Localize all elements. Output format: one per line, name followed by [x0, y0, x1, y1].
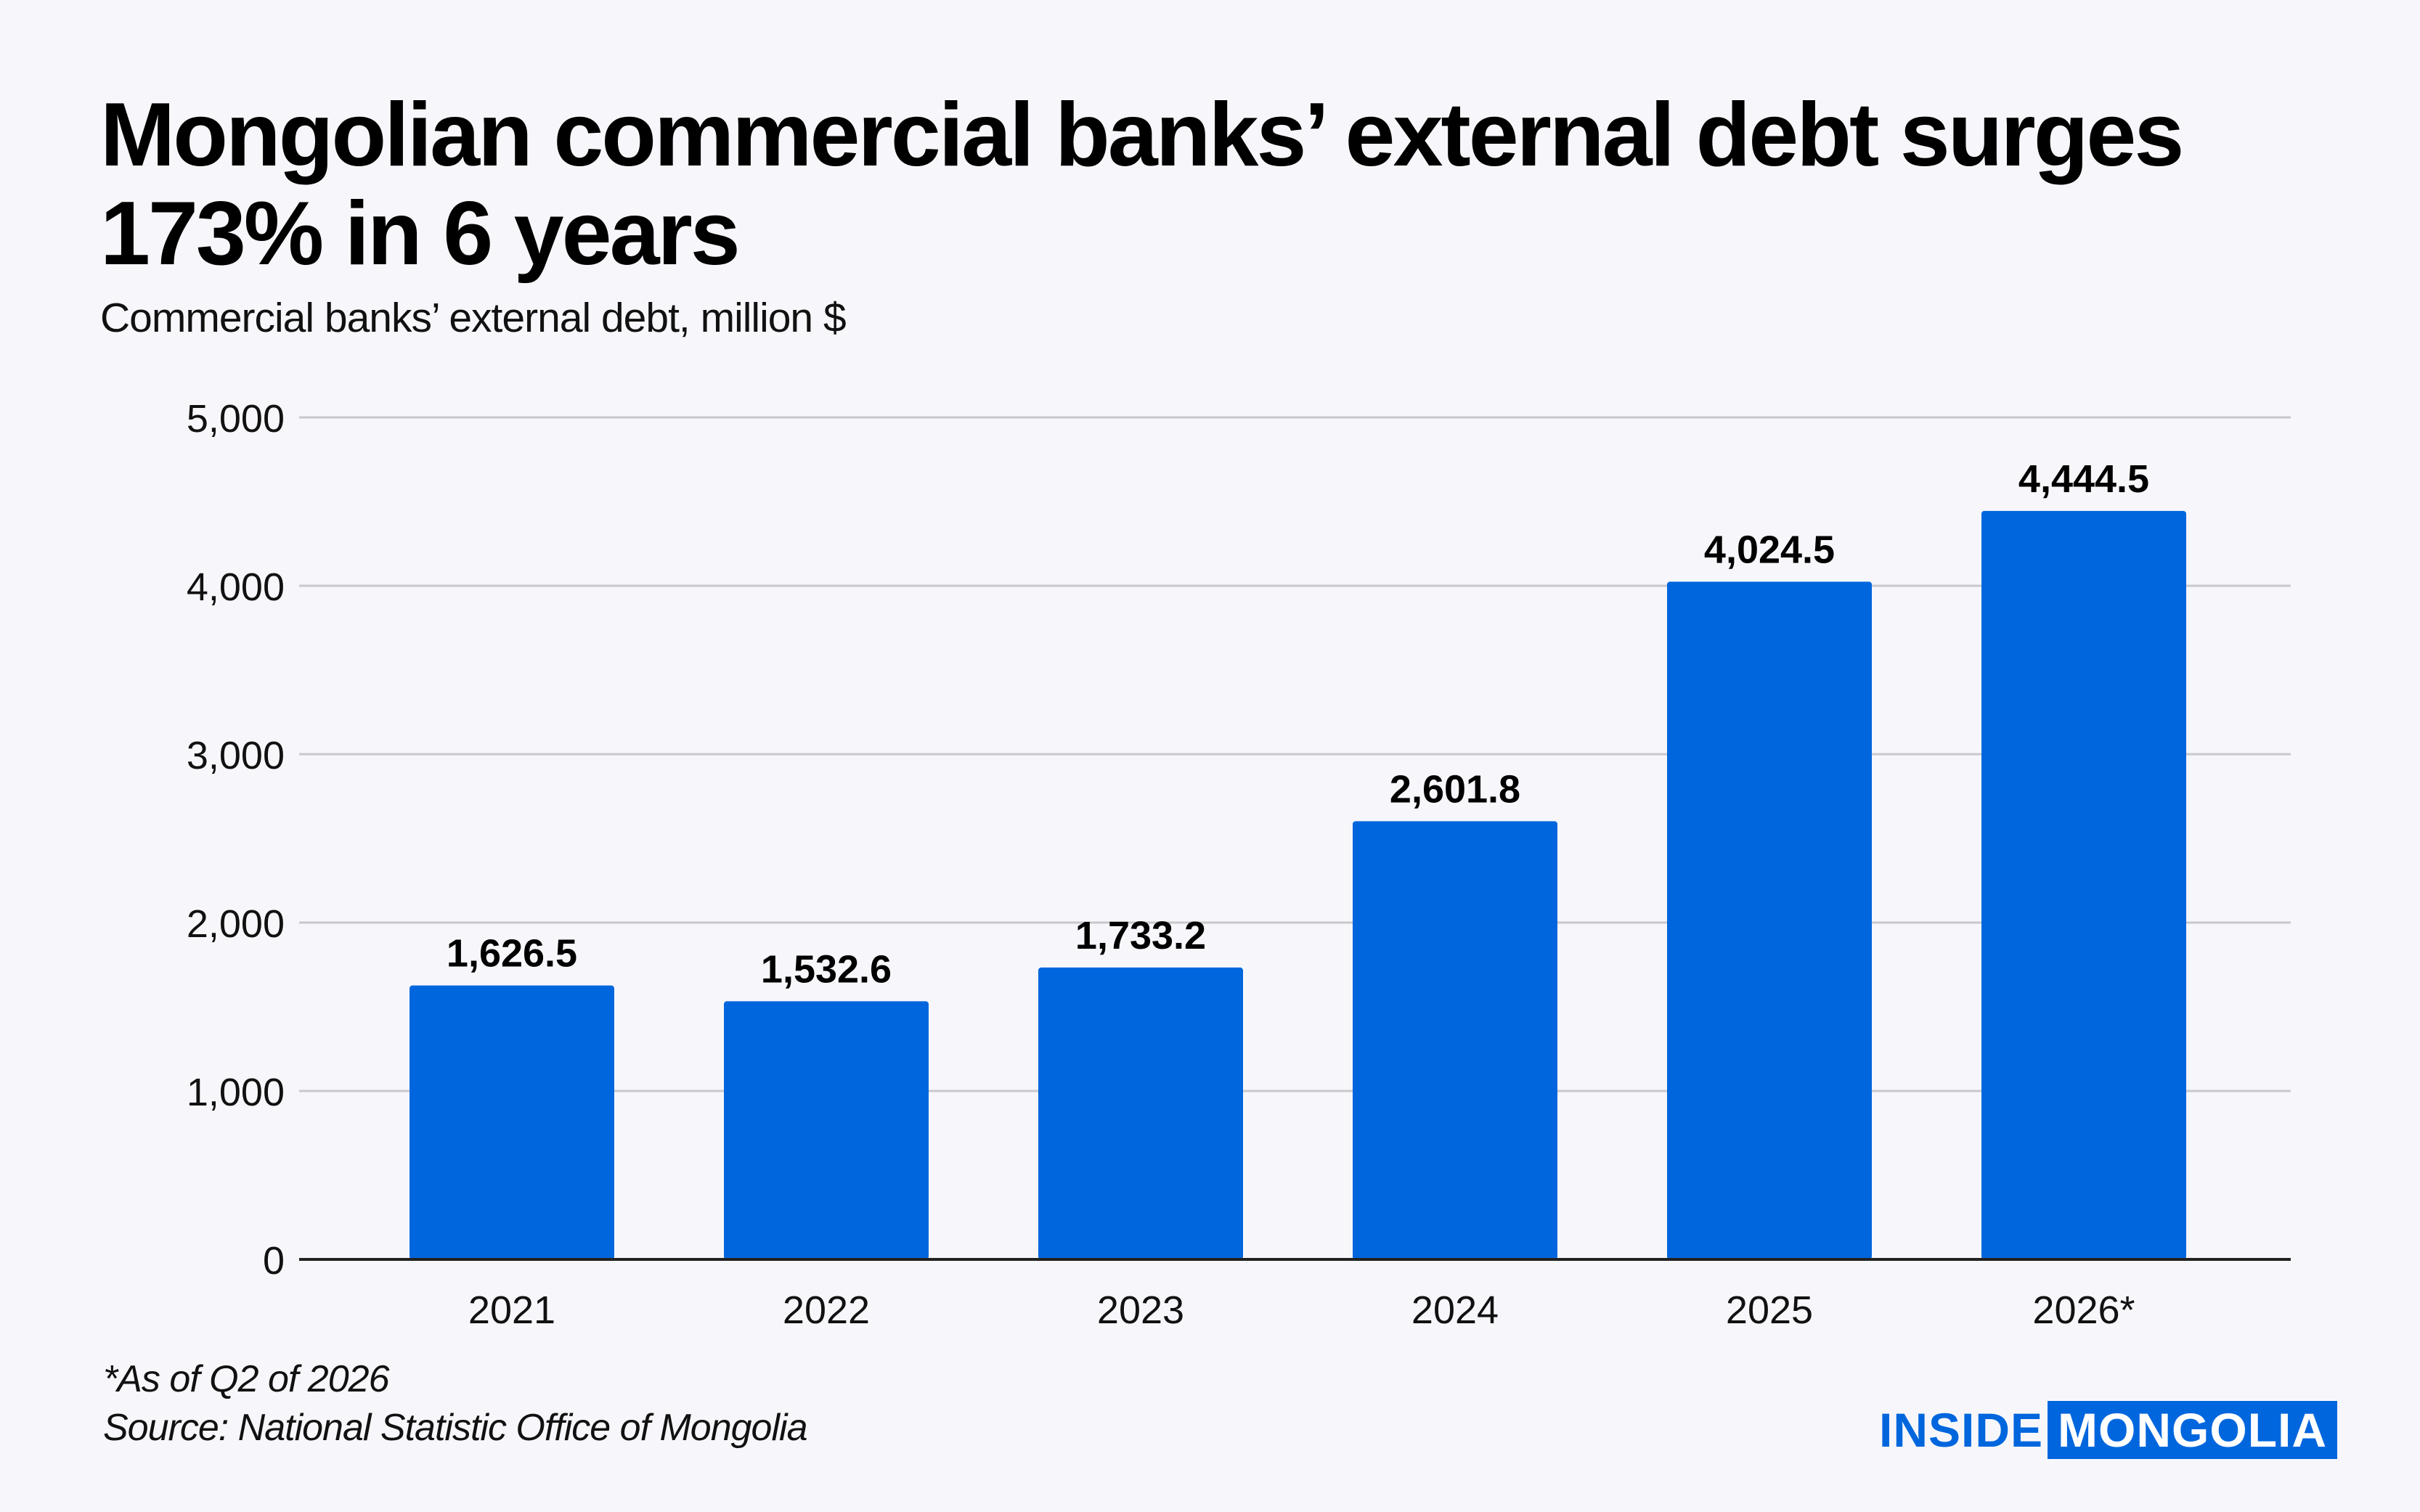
bar	[1981, 510, 2186, 1259]
bar-value-label: 1,532.6	[761, 947, 892, 991]
footnote: *As of Q2 of 2026	[103, 1358, 389, 1400]
y-tick-label: 3,000	[187, 734, 285, 777]
y-tick-label: 2,000	[187, 902, 285, 946]
bar	[1038, 967, 1243, 1259]
bar	[1353, 821, 1557, 1259]
logo-text-mongolia: MONGOLIA	[2048, 1401, 2338, 1459]
y-tick-label: 5,000	[187, 397, 285, 441]
x-tick-label: 2024	[1411, 1288, 1499, 1332]
brand-logo: INSIDE MONGOLIA	[1879, 1401, 2338, 1459]
y-tick-label: 0	[263, 1239, 285, 1283]
bar	[724, 1001, 929, 1259]
x-tick-label: 2023	[1097, 1288, 1184, 1332]
logo-text-inside: INSIDE	[1879, 1403, 2044, 1457]
chart-title: Mongolian commercial banks’ external deb…	[100, 85, 2184, 284]
x-tick-label: 2026*	[2032, 1288, 2135, 1332]
bar	[410, 985, 614, 1259]
y-tick-label: 4,000	[187, 565, 285, 609]
bar-value-label: 4,444.5	[2018, 457, 2149, 501]
y-tick-label: 1,000	[187, 1071, 285, 1114]
bar	[1667, 581, 1872, 1259]
chart-subtitle: Commercial banks’ external debt, million…	[100, 295, 847, 341]
x-tick-label: 2025	[1726, 1288, 1813, 1332]
bar-value-label: 1,733.2	[1075, 914, 1206, 957]
bar-value-label: 4,024.5	[1704, 528, 1835, 571]
bar-value-label: 1,626.5	[447, 932, 577, 976]
x-tick-label: 2021	[468, 1288, 555, 1332]
x-tick-label: 2022	[783, 1288, 870, 1332]
source-note: Source: National Statistic Office of Mon…	[103, 1407, 807, 1449]
bar-value-label: 2,601.8	[1390, 767, 1520, 811]
